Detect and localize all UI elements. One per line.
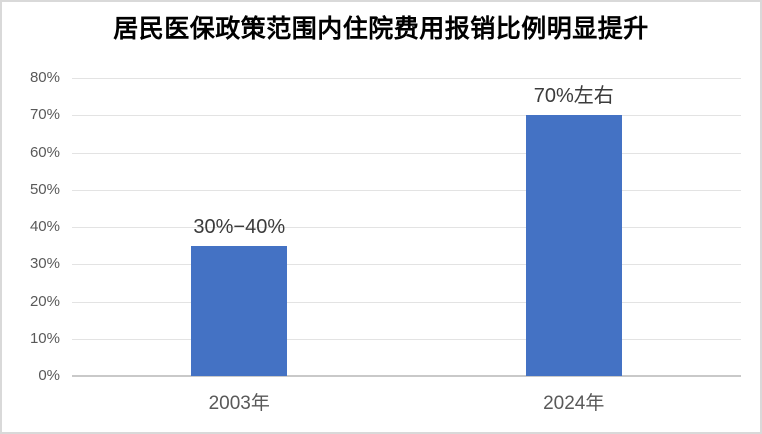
x-axis-tick-label: 2003年 [208,393,270,414]
y-axis-tick-label: 50% [29,180,60,198]
bar-data-label: 70%左右 [533,85,614,108]
chart-title: 居民医保政策范围内住院费用报销比例明显提升 [113,15,649,43]
x-axis-line [72,375,741,377]
bar-data-label: 30%−40% [193,215,286,238]
y-axis-tick-label: 40% [29,218,60,235]
y-axis-tick-label: 60% [29,143,60,161]
gridline [72,78,741,79]
gridline [72,338,741,340]
x-axis-tick-label: 2024年 [543,393,605,414]
y-axis-tick-label: 80% [29,69,60,86]
y-axis: 0% 10% 20% 30% 40% 50% 60% 70% 80% [2,69,60,384]
gridlines-layer [72,78,741,377]
y-axis-tick-label: 70% [29,106,60,124]
gridline [72,152,741,154]
y-axis-tick-label: 30% [29,255,60,273]
bar-2003 [191,245,288,376]
bars-layer: 30%−40% 70%左右 [72,78,741,376]
gridline [72,264,741,266]
y-axis-tick-label: 10% [29,329,60,347]
x-axis: 2003年 2024年 [72,376,741,416]
gridline [72,189,741,191]
y-axis-tick-label: 20% [29,292,60,310]
gridline [72,227,741,228]
gridline [72,115,741,117]
gridline [72,301,741,303]
y-axis-tick-label: 0% [38,367,60,384]
bar-2024 [525,115,622,376]
plot-area: 30%−40% 70%左右 [72,78,741,377]
